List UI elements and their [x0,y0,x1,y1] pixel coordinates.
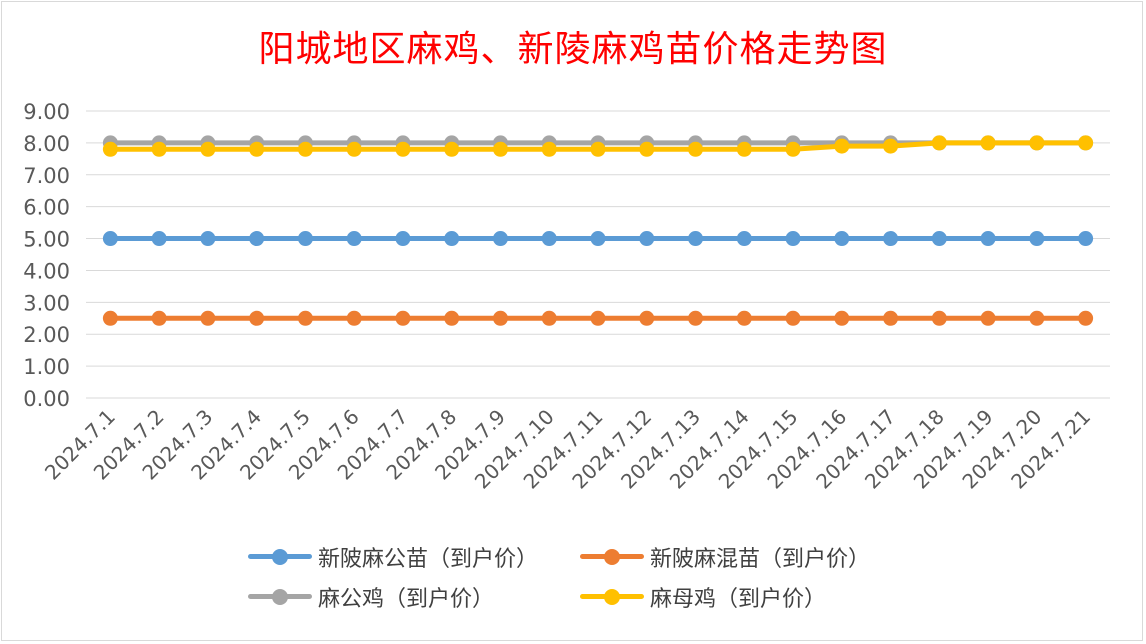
legend-label: 麻公鸡（到户价） [318,587,495,612]
data-point-3 [590,141,606,157]
data-point-0 [249,231,265,247]
data-point-0 [834,231,850,247]
data-point-0 [444,231,460,247]
data-point-0 [736,231,752,247]
data-point-1 [834,310,850,326]
data-point-3 [200,141,216,157]
data-point-3 [249,141,265,157]
legend-item-series-3: 麻母鸡（到户价） [580,583,827,612]
data-point-0 [151,231,167,247]
data-point-3 [785,141,801,157]
data-point-3 [102,141,118,157]
data-point-1 [102,310,118,326]
data-point-1 [492,310,508,326]
data-point-1 [736,310,752,326]
y-tick-label: 3.00 [23,291,70,315]
y-tick-label: 5.00 [23,228,70,252]
data-point-3 [736,141,752,157]
data-point-1 [1078,310,1094,326]
data-point-3 [444,141,460,157]
data-point-0 [931,231,947,247]
data-point-1 [931,310,947,326]
legend-swatch [580,583,644,611]
y-tick-label: 9.00 [23,100,70,124]
legend-label: 新陂麻混苗（到户价） [650,547,871,572]
data-point-1 [785,310,801,326]
data-point-0 [346,231,362,247]
data-point-0 [395,231,411,247]
data-point-3 [492,141,508,157]
data-point-0 [297,231,313,247]
data-point-3 [931,135,947,151]
data-point-1 [346,310,362,326]
y-tick-label: 6.00 [23,196,70,220]
data-point-1 [883,310,899,326]
data-point-1 [541,310,557,326]
data-point-3 [297,141,313,157]
data-point-1 [249,310,265,326]
data-point-0 [102,231,118,247]
legend-swatch [248,543,312,571]
y-tick-label: 1.00 [23,355,70,379]
data-point-1 [395,310,411,326]
legend-item-series-2: 麻公鸡（到户价） [248,583,495,612]
legend-swatch [248,583,312,611]
data-point-1 [1029,310,1045,326]
data-point-0 [785,231,801,247]
legend-label: 新陂麻公苗（到户价） [318,547,539,572]
data-point-1 [200,310,216,326]
data-point-1 [444,310,460,326]
data-point-3 [980,135,996,151]
legend-item-series-1: 新陂麻混苗（到户价） [580,543,871,572]
data-point-3 [151,141,167,157]
data-point-0 [590,231,606,247]
data-point-3 [688,141,704,157]
data-point-3 [1078,135,1094,151]
data-point-3 [1029,135,1045,151]
data-point-3 [541,141,557,157]
legend-item-series-0: 新陂麻公苗（到户价） [248,543,539,572]
data-point-0 [492,231,508,247]
data-point-1 [151,310,167,326]
data-point-1 [590,310,606,326]
y-tick-label: 7.00 [23,164,70,188]
legend-swatch [580,543,644,571]
y-tick-label: 0.00 [23,387,70,411]
data-point-3 [346,141,362,157]
data-point-0 [883,231,899,247]
data-point-3 [834,138,850,154]
data-point-0 [639,231,655,247]
legend-label: 麻母鸡（到户价） [650,587,827,612]
data-point-0 [980,231,996,247]
data-point-3 [639,141,655,157]
data-point-1 [688,310,704,326]
data-point-0 [1078,231,1094,247]
y-tick-label: 8.00 [23,132,70,156]
data-point-0 [1029,231,1045,247]
data-point-3 [395,141,411,157]
chart-title: 阳城地区麻鸡、新陵麻鸡苗价格走势图 [258,29,888,70]
y-tick-label: 2.00 [23,323,70,347]
data-point-0 [200,231,216,247]
data-point-1 [297,310,313,326]
data-point-0 [688,231,704,247]
data-point-3 [883,138,899,154]
data-point-1 [980,310,996,326]
y-tick-label: 4.00 [23,259,70,283]
data-point-0 [541,231,557,247]
data-point-1 [639,310,655,326]
